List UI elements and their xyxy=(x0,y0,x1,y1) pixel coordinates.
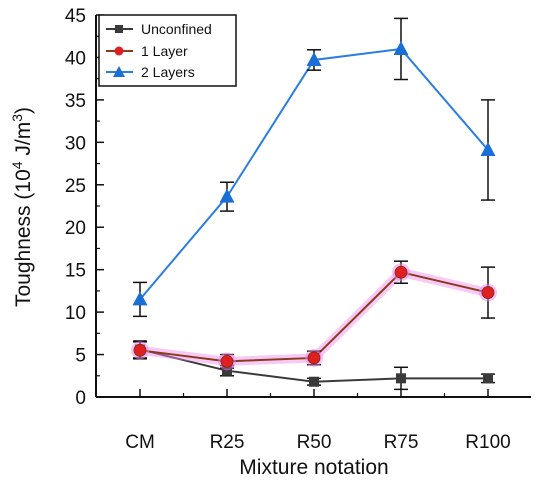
data-point-2-layers-1 xyxy=(219,188,235,203)
data-point-2-layers-2 xyxy=(306,51,322,66)
y-axis-title-exp2: 3 xyxy=(9,114,25,122)
legend-label-unconfined: Unconfined xyxy=(141,21,212,37)
y-axis-title-main: Toughness (10 xyxy=(12,169,35,307)
data-point-unconfined-1 xyxy=(222,365,232,376)
data-point-unconfined-3 xyxy=(396,373,406,384)
y-axis-title: Toughness (104 J/m3) xyxy=(9,107,35,307)
data-point-unconfined-4 xyxy=(483,373,493,384)
data-point-unconfined-2 xyxy=(309,376,319,387)
x-tick-label-r75: R75 xyxy=(384,432,419,453)
y-tick-label-30: 30 xyxy=(65,133,86,154)
y-axis-title-exp1: 4 xyxy=(9,161,25,169)
x-tick-label-cm: CM xyxy=(125,432,155,453)
x-tick-label-r100: R100 xyxy=(465,432,510,453)
y-tick-label-45: 45 xyxy=(65,6,86,27)
data-point-1-layer-4 xyxy=(481,286,495,299)
series-line-1-layer xyxy=(139,271,489,363)
y-tick-label-0: 0 xyxy=(75,388,86,409)
data-point-1-layer-0 xyxy=(133,343,147,357)
data-point-1-layer-3 xyxy=(394,265,408,279)
series-1-layer xyxy=(131,260,497,371)
x-tick-label-r50: R50 xyxy=(297,432,332,453)
axes: 0 5 10 15 20 25 30 35 40 45 CM R25 R50 R75 R100 xyxy=(65,6,531,453)
y-tick-label-35: 35 xyxy=(65,91,86,112)
y-axis-title-mid: J/m xyxy=(12,122,35,162)
legend-marker-unconfined xyxy=(115,25,123,33)
x-tick-label-r25: R25 xyxy=(210,432,245,453)
y-tick-label-20: 20 xyxy=(65,218,86,239)
y-tick-label-10: 10 xyxy=(65,303,86,324)
legend: Unconfined 1 Layer 2 Layers xyxy=(98,14,237,87)
y-tick-label-40: 40 xyxy=(65,48,86,69)
y-tick-label-15: 15 xyxy=(65,261,86,282)
legend-marker-2-layers xyxy=(113,66,125,77)
legend-label-1-layer: 1 Layer xyxy=(141,43,188,59)
series-glow-1-layer xyxy=(135,267,493,366)
series-2-layers xyxy=(132,17,496,318)
legend-marker-1-layer xyxy=(114,46,124,56)
data-point-2-layers-0 xyxy=(132,291,148,306)
y-tick-label-5: 5 xyxy=(75,346,86,367)
data-point-1-layer-2 xyxy=(307,351,321,365)
y-tick-label-25: 25 xyxy=(65,176,86,197)
x-axis-title: Mixture notation xyxy=(239,456,388,479)
y-axis-title-end: ) xyxy=(12,107,35,114)
data-point-2-layers-3 xyxy=(393,40,409,55)
legend-label-2-layers: 2 Layers xyxy=(141,64,195,80)
data-point-1-layer-1 xyxy=(220,354,234,368)
data-point-2-layers-4 xyxy=(480,141,496,156)
